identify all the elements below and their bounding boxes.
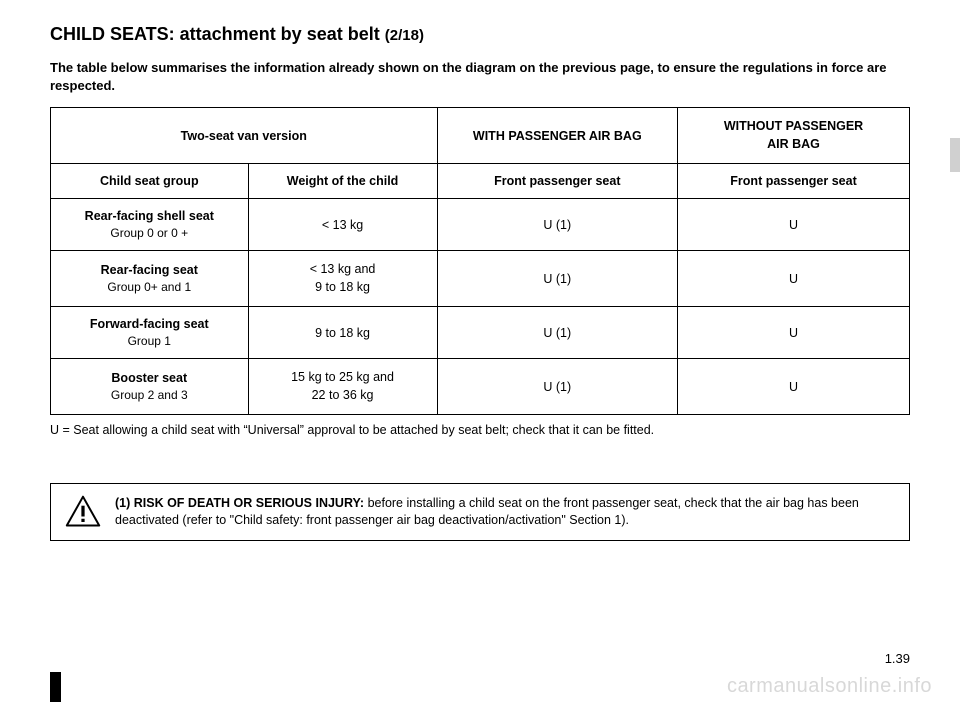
cell-with: U (1)	[437, 307, 678, 359]
table-header-row: Two-seat van version WITH PASSENGER AIR …	[51, 108, 910, 164]
cell-without: U	[678, 251, 910, 307]
header-with-airbag: WITH PASSENGER AIR BAG	[437, 108, 678, 164]
title-part: (2/18)	[385, 27, 424, 44]
title-main: CHILD SEATS: attachment by seat belt	[50, 24, 380, 44]
crop-mark	[50, 672, 61, 702]
page-number: 1.39	[885, 651, 910, 666]
cell-seat-type: Rear-facing shell seat Group 0 or 0 +	[51, 199, 249, 251]
subheader-weight: Weight of the child	[248, 164, 437, 199]
table-subheader-row: Child seat group Weight of the child Fro…	[51, 164, 910, 199]
cell-weight: < 13 kg	[248, 199, 437, 251]
subheader-front-with: Front passenger seat	[437, 164, 678, 199]
cell-seat-type: Rear-facing seat Group 0+ and 1	[51, 251, 249, 307]
page-content: CHILD SEATS: attachment by seat belt (2/…	[0, 0, 960, 561]
warning-box: (1) RISK OF DEATH OR SERIOUS INJURY: bef…	[50, 483, 910, 541]
page-title: CHILD SEATS: attachment by seat belt (2/…	[50, 24, 910, 45]
intro-text: The table below summarises the informati…	[50, 59, 910, 95]
table-footnote: U = Seat allowing a child seat with “Uni…	[50, 423, 910, 437]
table-row: Rear-facing seat Group 0+ and 1 < 13 kg …	[51, 251, 910, 307]
table-row: Forward-facing seat Group 1 9 to 18 kg U…	[51, 307, 910, 359]
cell-seat-type: Forward-facing seat Group 1	[51, 307, 249, 359]
header-without-airbag: WITHOUT PASSENGER AIR BAG	[678, 108, 910, 164]
cell-weight: 9 to 18 kg	[248, 307, 437, 359]
cell-without: U	[678, 307, 910, 359]
cell-weight: 15 kg to 25 kg and 22 to 36 kg	[248, 359, 437, 415]
table-row: Booster seat Group 2 and 3 15 kg to 25 k…	[51, 359, 910, 415]
warning-text: (1) RISK OF DEATH OR SERIOUS INJURY: bef…	[115, 495, 895, 530]
cell-without: U	[678, 199, 910, 251]
watermark-text: carmanualsonline.info	[727, 675, 932, 698]
table-row: Rear-facing shell seat Group 0 or 0 + < …	[51, 199, 910, 251]
cell-weight: < 13 kg and 9 to 18 kg	[248, 251, 437, 307]
page-edge-tab	[950, 138, 960, 172]
cell-with: U (1)	[437, 251, 678, 307]
child-seat-table: Two-seat van version WITH PASSENGER AIR …	[50, 107, 910, 415]
header-two-seat: Two-seat van version	[51, 108, 438, 164]
subheader-child-group: Child seat group	[51, 164, 249, 199]
cell-seat-type: Booster seat Group 2 and 3	[51, 359, 249, 415]
cell-with: U (1)	[437, 359, 678, 415]
warning-lead: (1) RISK OF DEATH OR SERIOUS INJURY:	[115, 496, 364, 510]
cell-without: U	[678, 359, 910, 415]
warning-triangle-icon	[65, 494, 101, 530]
cell-with: U (1)	[437, 199, 678, 251]
subheader-front-without: Front passenger seat	[678, 164, 910, 199]
